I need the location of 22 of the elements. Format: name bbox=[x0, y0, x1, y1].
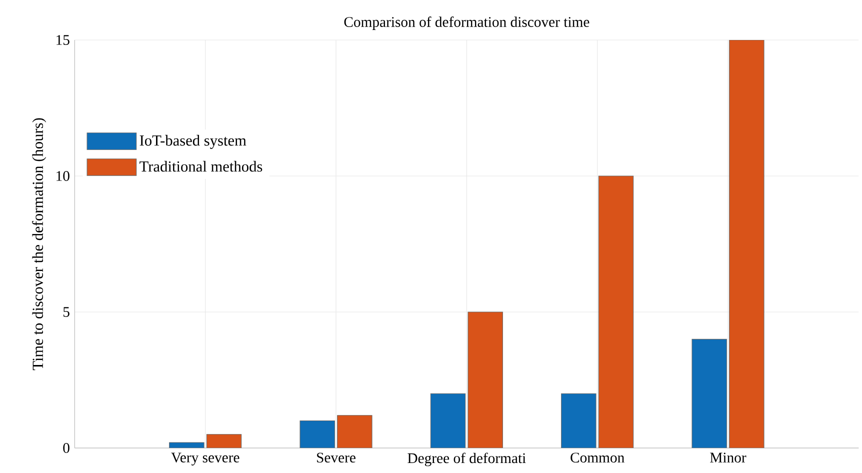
bar bbox=[468, 312, 503, 448]
x-tick-label: Minor bbox=[710, 452, 746, 463]
bar bbox=[300, 420, 335, 448]
bar bbox=[729, 40, 764, 448]
y-tick-label: 5 bbox=[63, 307, 70, 317]
x-tick-label: Common bbox=[570, 452, 624, 463]
x-tick-label: Severe bbox=[317, 452, 356, 463]
bar bbox=[206, 434, 242, 448]
bar bbox=[337, 415, 372, 448]
y-tick-label: 10 bbox=[56, 171, 70, 181]
bar bbox=[692, 338, 727, 448]
legend-label: IoT-based system bbox=[140, 134, 246, 149]
x-tick-label: Very severe bbox=[171, 452, 240, 466]
y-tick-label: 0 bbox=[63, 443, 70, 453]
bar bbox=[430, 393, 466, 448]
bar bbox=[561, 393, 596, 448]
chart-title: Comparison of deformation discover time bbox=[344, 16, 590, 30]
y-tick-label: 15 bbox=[56, 35, 70, 45]
y-axis-title: Time to discover the deformation (hours) bbox=[32, 118, 46, 370]
legend-label: Traditional methods bbox=[140, 160, 262, 172]
bar bbox=[598, 176, 634, 448]
x-tick-label: Degree of deformati bbox=[408, 452, 526, 466]
